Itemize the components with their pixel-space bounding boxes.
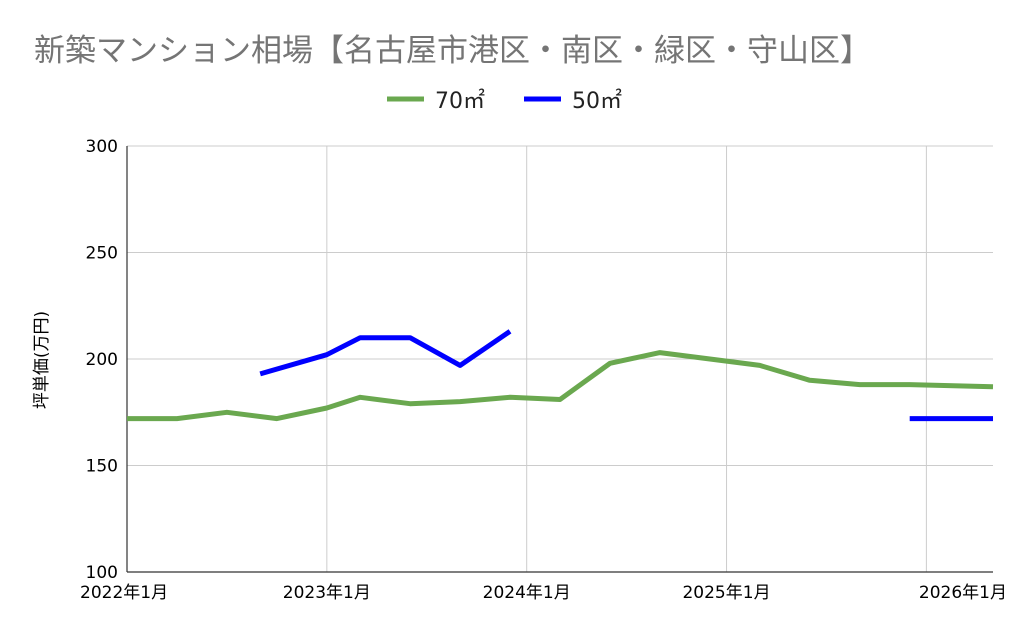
legend: 70㎡ 50㎡ [387,88,622,114]
series-line-50 [259,329,512,377]
legend-label-50: 50㎡ [572,88,622,114]
legend-label-70: 70㎡ [435,88,485,114]
y-tick-labels: 100 150 200 250 300 [86,137,118,583]
x-tick-labels: 2022年1月 2023年1月 2024年1月 2025年1月 2026年1月 [80,583,1007,603]
y-tick-label: 150 [86,457,118,477]
x-tick-label: 2022年1月 [80,583,168,603]
y-tick-label: 100 [86,563,118,583]
series-line-70 [127,350,994,422]
y-axis-label: 坪単価(万円) [32,311,52,409]
x-tick-label: 2025年1月 [682,583,770,603]
y-tick-label: 250 [86,244,118,264]
axes [126,146,993,573]
y-tick-label: 200 [86,350,118,370]
y-tick-label: 300 [86,137,118,157]
x-tick-label: 2026年1月 [919,583,1007,603]
x-tick-label: 2023年1月 [283,583,371,603]
chart-title: 新築マンション相場【名古屋市港区・南区・緑区・守山区】 [34,33,871,69]
gridlines [127,145,993,572]
series-lines [127,329,994,422]
x-tick-label: 2024年1月 [483,583,571,603]
